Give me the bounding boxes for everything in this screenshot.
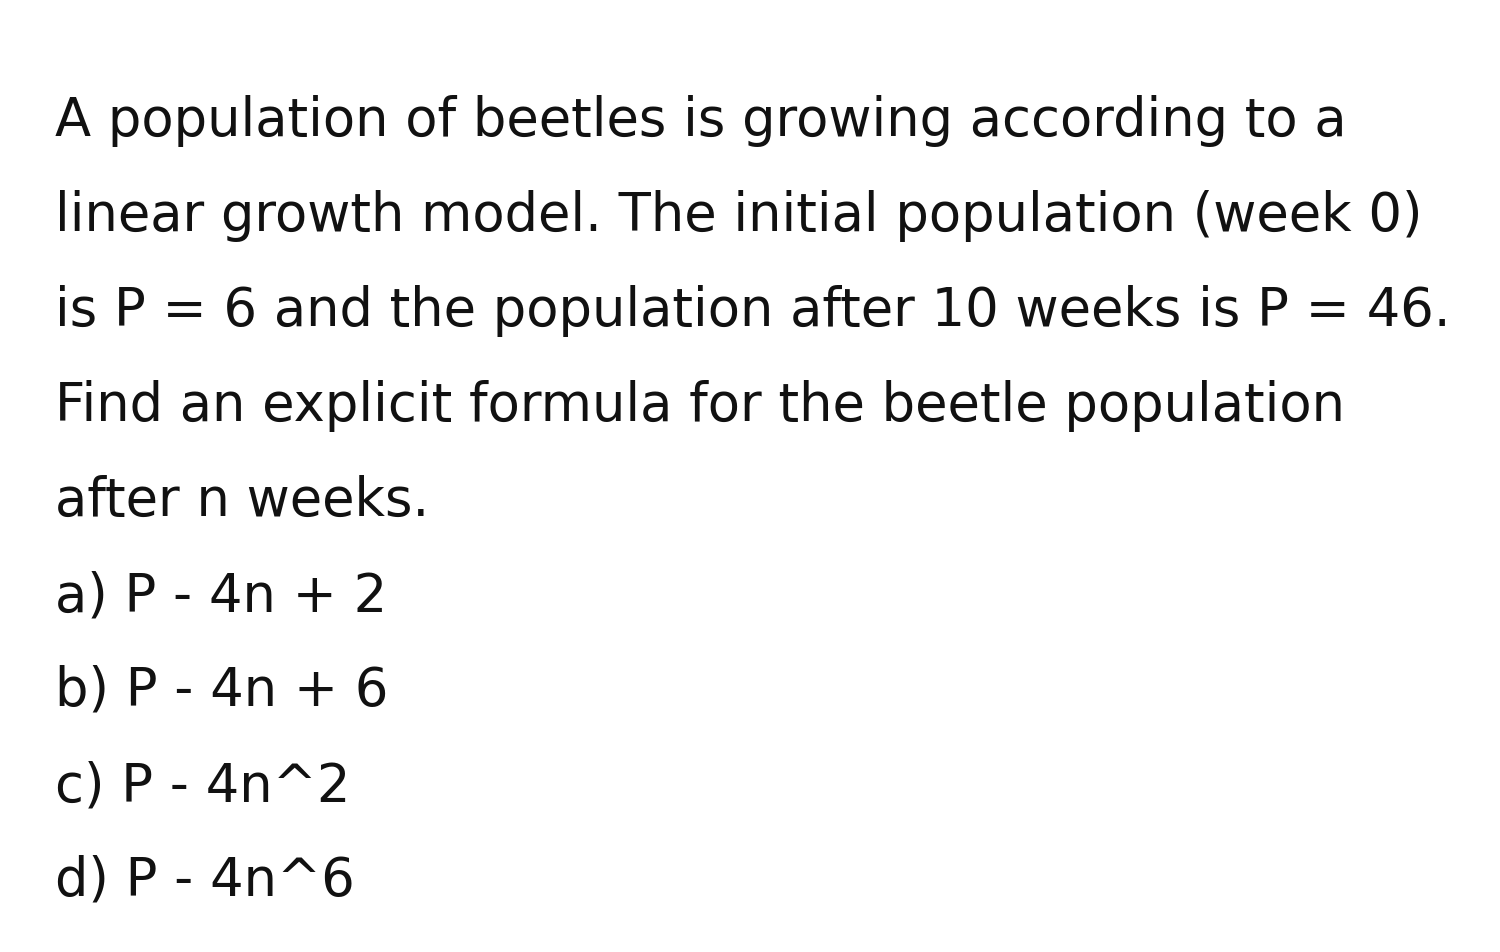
Text: b) P - 4n + 6: b) P - 4n + 6 xyxy=(56,665,388,717)
Text: a) P - 4n + 2: a) P - 4n + 2 xyxy=(56,570,387,622)
Text: Find an explicit formula for the beetle population: Find an explicit formula for the beetle … xyxy=(56,380,1346,432)
Text: A population of beetles is growing according to a: A population of beetles is growing accor… xyxy=(56,95,1347,147)
Text: linear growth model. The initial population (week 0): linear growth model. The initial populat… xyxy=(56,190,1422,242)
Text: d) P - 4n^6: d) P - 4n^6 xyxy=(56,855,356,907)
Text: after n weeks.: after n weeks. xyxy=(56,475,429,527)
Text: is P = 6 and the population after 10 weeks is P = 46.: is P = 6 and the population after 10 wee… xyxy=(56,285,1450,337)
Text: c) P - 4n^2: c) P - 4n^2 xyxy=(56,760,351,812)
